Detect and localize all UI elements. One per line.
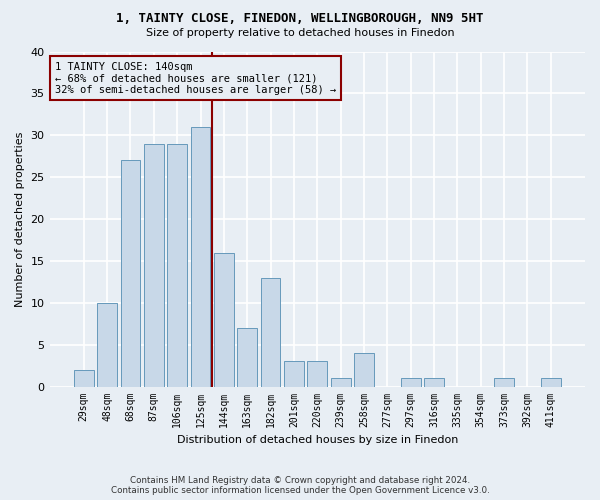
Bar	[494, 378, 514, 386]
Bar	[541, 378, 560, 386]
Bar	[354, 353, 374, 386]
Y-axis label: Number of detached properties: Number of detached properties	[15, 132, 25, 306]
Bar	[307, 362, 327, 386]
Bar	[97, 303, 117, 386]
Bar	[238, 328, 257, 386]
Bar	[121, 160, 140, 386]
Bar	[401, 378, 421, 386]
Bar	[191, 127, 211, 386]
Bar	[284, 362, 304, 386]
Text: 1, TAINTY CLOSE, FINEDON, WELLINGBOROUGH, NN9 5HT: 1, TAINTY CLOSE, FINEDON, WELLINGBOROUGH…	[116, 12, 484, 26]
Text: 1 TAINTY CLOSE: 140sqm
← 68% of detached houses are smaller (121)
32% of semi-de: 1 TAINTY CLOSE: 140sqm ← 68% of detached…	[55, 62, 336, 95]
Bar	[260, 278, 280, 386]
Bar	[424, 378, 444, 386]
Bar	[74, 370, 94, 386]
Bar	[167, 144, 187, 386]
Text: Size of property relative to detached houses in Finedon: Size of property relative to detached ho…	[146, 28, 454, 38]
Bar	[214, 252, 234, 386]
Text: Contains HM Land Registry data © Crown copyright and database right 2024.
Contai: Contains HM Land Registry data © Crown c…	[110, 476, 490, 495]
Bar	[331, 378, 350, 386]
X-axis label: Distribution of detached houses by size in Finedon: Distribution of detached houses by size …	[176, 435, 458, 445]
Bar	[144, 144, 164, 386]
